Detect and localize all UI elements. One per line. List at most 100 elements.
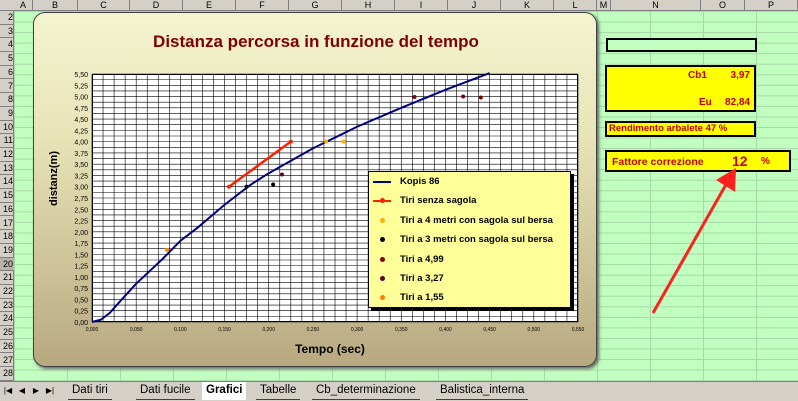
row-header-2[interactable]: 2 [0,11,14,25]
legend-item[interactable]: Tiri a 4,99 [369,253,570,267]
tab-cb-determinazione[interactable]: Cb_determinazione [312,382,420,400]
tab-dati-fucile[interactable]: Dati fucile [136,382,195,400]
legend-label: Tiri a 4,99 [400,253,444,265]
column-header-A[interactable]: A [14,0,33,11]
row-header-19[interactable]: 19 [0,244,14,258]
row-header-28[interactable]: 28 [0,367,14,381]
column-header-N[interactable]: N [611,0,701,11]
column-header-H[interactable]: H [342,0,395,11]
row-header-22[interactable]: 22 [0,285,14,299]
column-header-M[interactable]: M [597,0,611,11]
column-header-G[interactable]: G [289,0,342,11]
y-tick-label: 2,75 [74,196,88,203]
row-header-18[interactable]: 18 [0,230,14,244]
y-tick-label: 0,75 [74,286,88,293]
cb1-label: Cb1 [688,70,707,81]
y-tick-label: 4,75 [74,106,88,113]
row-header-21[interactable]: 21 [0,271,14,285]
data-point [271,182,276,187]
legend-item[interactable]: Tiri a 3 metri con sagola sul bersa [369,233,570,247]
y-tick-label: 3,25 [74,173,88,180]
column-header-I[interactable]: I [395,0,448,11]
legend-label: Tiri a 4 metri con sagola sul bersa [400,214,553,226]
y-tick-label: 5,25 [74,83,88,90]
fattore-correzione-box[interactable]: Fattore correzione 12 % [605,150,791,172]
legend-item[interactable]: Tiri a 4 metri con sagola sul bersa [369,214,570,228]
legend-item[interactable]: Kopis 86 [369,175,570,189]
first-sheet-icon[interactable]: |◀ [3,386,13,395]
column-header-O[interactable]: O [701,0,745,11]
row-header-17[interactable]: 17 [0,217,14,231]
data-point [324,139,329,144]
fattore-value: 12 [732,153,748,169]
chart-legend[interactable]: Kopis 86 Tiri senza sagola Tiri a 4 metri … [368,171,571,308]
row-header-26[interactable]: 26 [0,340,14,354]
row-header-14[interactable]: 14 [0,175,14,190]
column-header-J[interactable]: J [448,0,501,11]
y-tick-label: 2,50 [74,207,88,214]
row-header-9[interactable]: 9 [0,107,14,121]
x-tick-label: 0,100 [174,327,187,333]
tab-balistica-interna[interactable]: Balistica_interna [436,382,529,400]
rendimento-text: Rendimento arbalete 47 % [609,123,728,134]
prev-sheet-icon[interactable]: ◀ [18,386,26,395]
last-sheet-icon[interactable]: ▶| [45,386,55,395]
data-point [478,95,483,100]
y-tick-label: 1,75 [74,241,88,248]
x-tick-label: 0,050 [130,327,143,333]
tab-grafici[interactable]: Grafici [202,382,247,400]
row-header-4[interactable]: 4 [0,38,14,53]
row-header-20[interactable]: 20 [0,257,14,272]
legend-marker-icon [380,276,385,281]
y-tick-label: 1,25 [74,264,88,271]
column-header-F[interactable]: F [236,0,289,11]
row-header-13[interactable]: 13 [0,162,14,176]
row-header-3[interactable]: 3 [0,25,14,39]
data-point [279,172,284,177]
data-point [341,139,346,144]
row-header-27[interactable]: 27 [0,354,14,368]
row-header-bar: 2 3 4 5 6 7 8 9 10 11 12 13 14 15 16 17 18 19 20 21 22 23 24 25… [0,11,14,381]
y-tick-label: 1,50 [74,252,88,259]
rendimento-box[interactable]: Rendimento arbalete 47 % [605,121,756,137]
row-header-10[interactable]: 10 [0,121,14,135]
column-header-E[interactable]: E [183,0,236,11]
row-header-11[interactable]: 11 [0,134,14,148]
x-tick-label: 0,250 [307,327,320,333]
tab-dati-tiri[interactable]: Dati tiri [68,382,112,400]
row-header-15[interactable]: 15 [0,189,14,203]
row-header-25[interactable]: 25 [0,326,14,340]
y-tick-label: 5,50 [74,72,88,79]
legend-label: Tiri a 3 metri con sagola sul bersa [400,234,553,246]
row-header-8[interactable]: 8 [0,93,14,107]
legend-marker-icon [380,295,385,301]
y-tick-label: 0,50 [74,297,88,304]
data-point [226,184,231,189]
column-header-L[interactable]: L [554,0,597,11]
column-header-B[interactable]: B [33,0,78,11]
row-header-24[interactable]: 24 [0,312,14,327]
cb1-eu-box[interactable]: Cb1 3,97 Eu 82,84 [605,65,756,112]
x-tick-label: 0,450 [483,327,496,333]
legend-marker-icon [380,198,385,204]
legend-label: Tiri a 3,27 [400,273,444,284]
column-header-C[interactable]: C [78,0,130,11]
row-header-5[interactable]: 5 [0,52,14,66]
legend-item[interactable]: Tiri a 1,55 [369,291,570,305]
x-tick-label: 0,500 [528,327,541,333]
row-header-23[interactable]: 23 [0,299,14,313]
legend-item[interactable]: Tiri senza sagola [369,194,570,208]
data-point [165,247,170,252]
row-header-6[interactable]: 6 [0,66,14,80]
row-header-16[interactable]: 16 [0,203,14,217]
x-tick-label: 0,000 [86,327,99,333]
y-tick-label: 0,25 [74,309,88,316]
legend-item[interactable]: Tiri a 3,27 [369,272,570,286]
row-header-7[interactable]: 7 [0,80,14,94]
empty-input-box[interactable] [606,38,757,52]
tab-tabelle[interactable]: Tabelle [256,382,301,400]
column-header-D[interactable]: D [130,0,183,11]
next-sheet-icon[interactable]: ▶ [32,386,40,395]
row-header-12[interactable]: 12 [0,148,14,162]
column-header-K[interactable]: K [501,0,554,11]
